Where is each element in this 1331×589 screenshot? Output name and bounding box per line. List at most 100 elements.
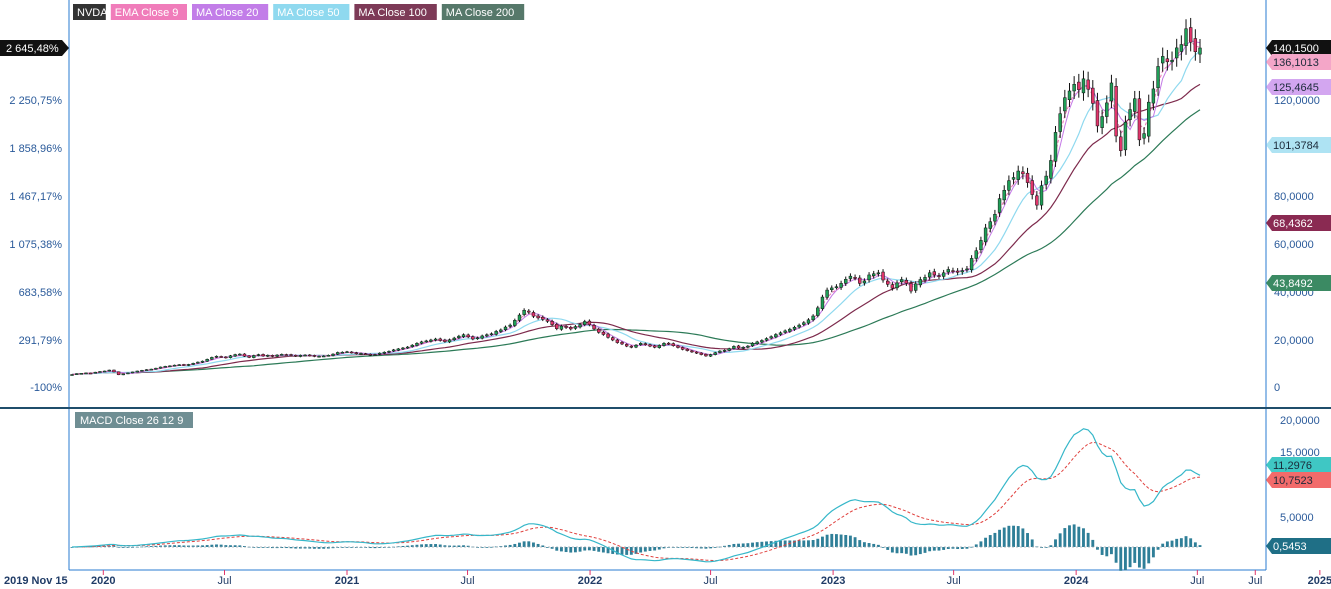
macd-histogram-bar xyxy=(280,547,284,549)
candle-body xyxy=(867,274,871,281)
macd-histogram-bar xyxy=(396,546,400,548)
macd-histogram-bar xyxy=(872,543,876,547)
candle-body xyxy=(1119,136,1123,151)
macd-tag-box xyxy=(1266,457,1331,473)
macd-histogram-bar xyxy=(741,543,745,547)
candle-body xyxy=(839,283,843,288)
candle-body xyxy=(480,335,484,339)
candle xyxy=(354,351,359,355)
macd-tag-label: 0,5453 xyxy=(1273,541,1307,553)
candle xyxy=(191,362,195,366)
macd-histogram-bar xyxy=(261,547,265,548)
candle-body xyxy=(676,345,680,348)
candle xyxy=(960,267,964,275)
candle-body xyxy=(154,367,158,370)
macd-histogram-bar xyxy=(1040,547,1043,548)
price-tag: 136,1013 xyxy=(1266,54,1331,70)
time-tick-label: Jul xyxy=(947,575,961,587)
macd-histogram-bar xyxy=(257,547,260,548)
macd-tag-box xyxy=(1266,538,1331,554)
macd-histogram-bar xyxy=(448,545,451,547)
candle xyxy=(662,342,666,347)
macd-histogram-bar xyxy=(550,547,554,549)
candle-body xyxy=(1025,172,1030,183)
macd-histogram-bar xyxy=(326,547,330,549)
candle xyxy=(294,354,298,357)
candle xyxy=(1058,106,1062,138)
macd-histogram-bar xyxy=(751,542,754,547)
candle-body xyxy=(671,343,675,346)
macd-histogram-bar xyxy=(587,547,591,551)
candle-body xyxy=(1188,27,1193,43)
macd-pane[interactable] xyxy=(70,428,1202,571)
candle-body xyxy=(531,312,536,317)
candle-body xyxy=(1072,84,1076,92)
candle xyxy=(158,366,163,369)
candle xyxy=(764,337,769,342)
macd-histogram-bar xyxy=(252,547,256,548)
candle-body xyxy=(499,329,503,332)
macd-histogram-bar xyxy=(373,547,377,549)
candle-body xyxy=(391,349,396,352)
candle xyxy=(946,266,950,275)
candle-body xyxy=(876,272,881,275)
macd-histogram-bar xyxy=(1044,547,1048,548)
macd-histogram-bar xyxy=(1012,525,1015,547)
legend-item: MA Close 50 xyxy=(273,4,350,20)
macd-histogram-bar xyxy=(746,543,750,547)
candle-body xyxy=(1086,79,1090,90)
candle-body xyxy=(1109,82,1114,102)
candle xyxy=(186,363,191,367)
candle xyxy=(881,269,885,283)
candle-body xyxy=(396,348,400,351)
candle-body xyxy=(163,366,167,368)
candle xyxy=(112,369,116,373)
candle-body xyxy=(256,354,261,356)
candle xyxy=(298,354,303,358)
candle xyxy=(1053,126,1058,167)
candle xyxy=(685,348,689,352)
candle-body xyxy=(997,198,1002,213)
macd-histogram-bar xyxy=(601,547,605,553)
candle xyxy=(736,344,741,349)
macd-histogram-bar xyxy=(825,534,829,547)
macd-histogram-bar xyxy=(233,545,237,547)
price-tag-box xyxy=(1266,137,1331,153)
candle-body xyxy=(536,315,540,319)
macd-histogram-bar xyxy=(406,545,410,547)
macd-histogram-bar xyxy=(196,545,200,547)
candle xyxy=(988,217,992,233)
candle xyxy=(876,269,881,277)
price-tag-label: 136,1013 xyxy=(1273,57,1319,69)
macd-histogram-bar xyxy=(993,532,997,547)
macd-histogram-bar xyxy=(126,547,130,548)
price-pane[interactable] xyxy=(70,17,1202,376)
candle-body xyxy=(294,355,298,357)
time-tick-label: Jul xyxy=(217,575,231,587)
candle-body xyxy=(247,355,251,358)
candle-body xyxy=(1002,189,1006,201)
candle xyxy=(177,364,181,366)
price-tick-label: 120,0000 xyxy=(1274,95,1320,107)
macd-histogram-bar xyxy=(774,540,778,547)
macd-histogram-bar xyxy=(699,547,703,549)
macd-histogram-bar xyxy=(1142,547,1146,569)
percent-current-tag xyxy=(0,40,69,56)
legend-item: MA Close 100 xyxy=(354,4,437,20)
macd-histogram-bar xyxy=(368,547,372,549)
candle xyxy=(289,353,293,357)
candle-body xyxy=(238,353,242,356)
candle-body xyxy=(438,338,442,341)
macd-histogram-bar xyxy=(979,541,983,547)
candle-body xyxy=(308,354,312,357)
candle-body xyxy=(130,371,135,374)
price-tag-label: 140,1500 xyxy=(1273,43,1319,55)
time-tick-label: Jul xyxy=(461,575,475,587)
candle xyxy=(601,330,606,336)
candle xyxy=(937,272,941,280)
candle xyxy=(382,351,386,355)
candle-body xyxy=(988,221,992,229)
candle-body xyxy=(951,270,955,272)
ema-9-polyline xyxy=(71,38,1201,375)
